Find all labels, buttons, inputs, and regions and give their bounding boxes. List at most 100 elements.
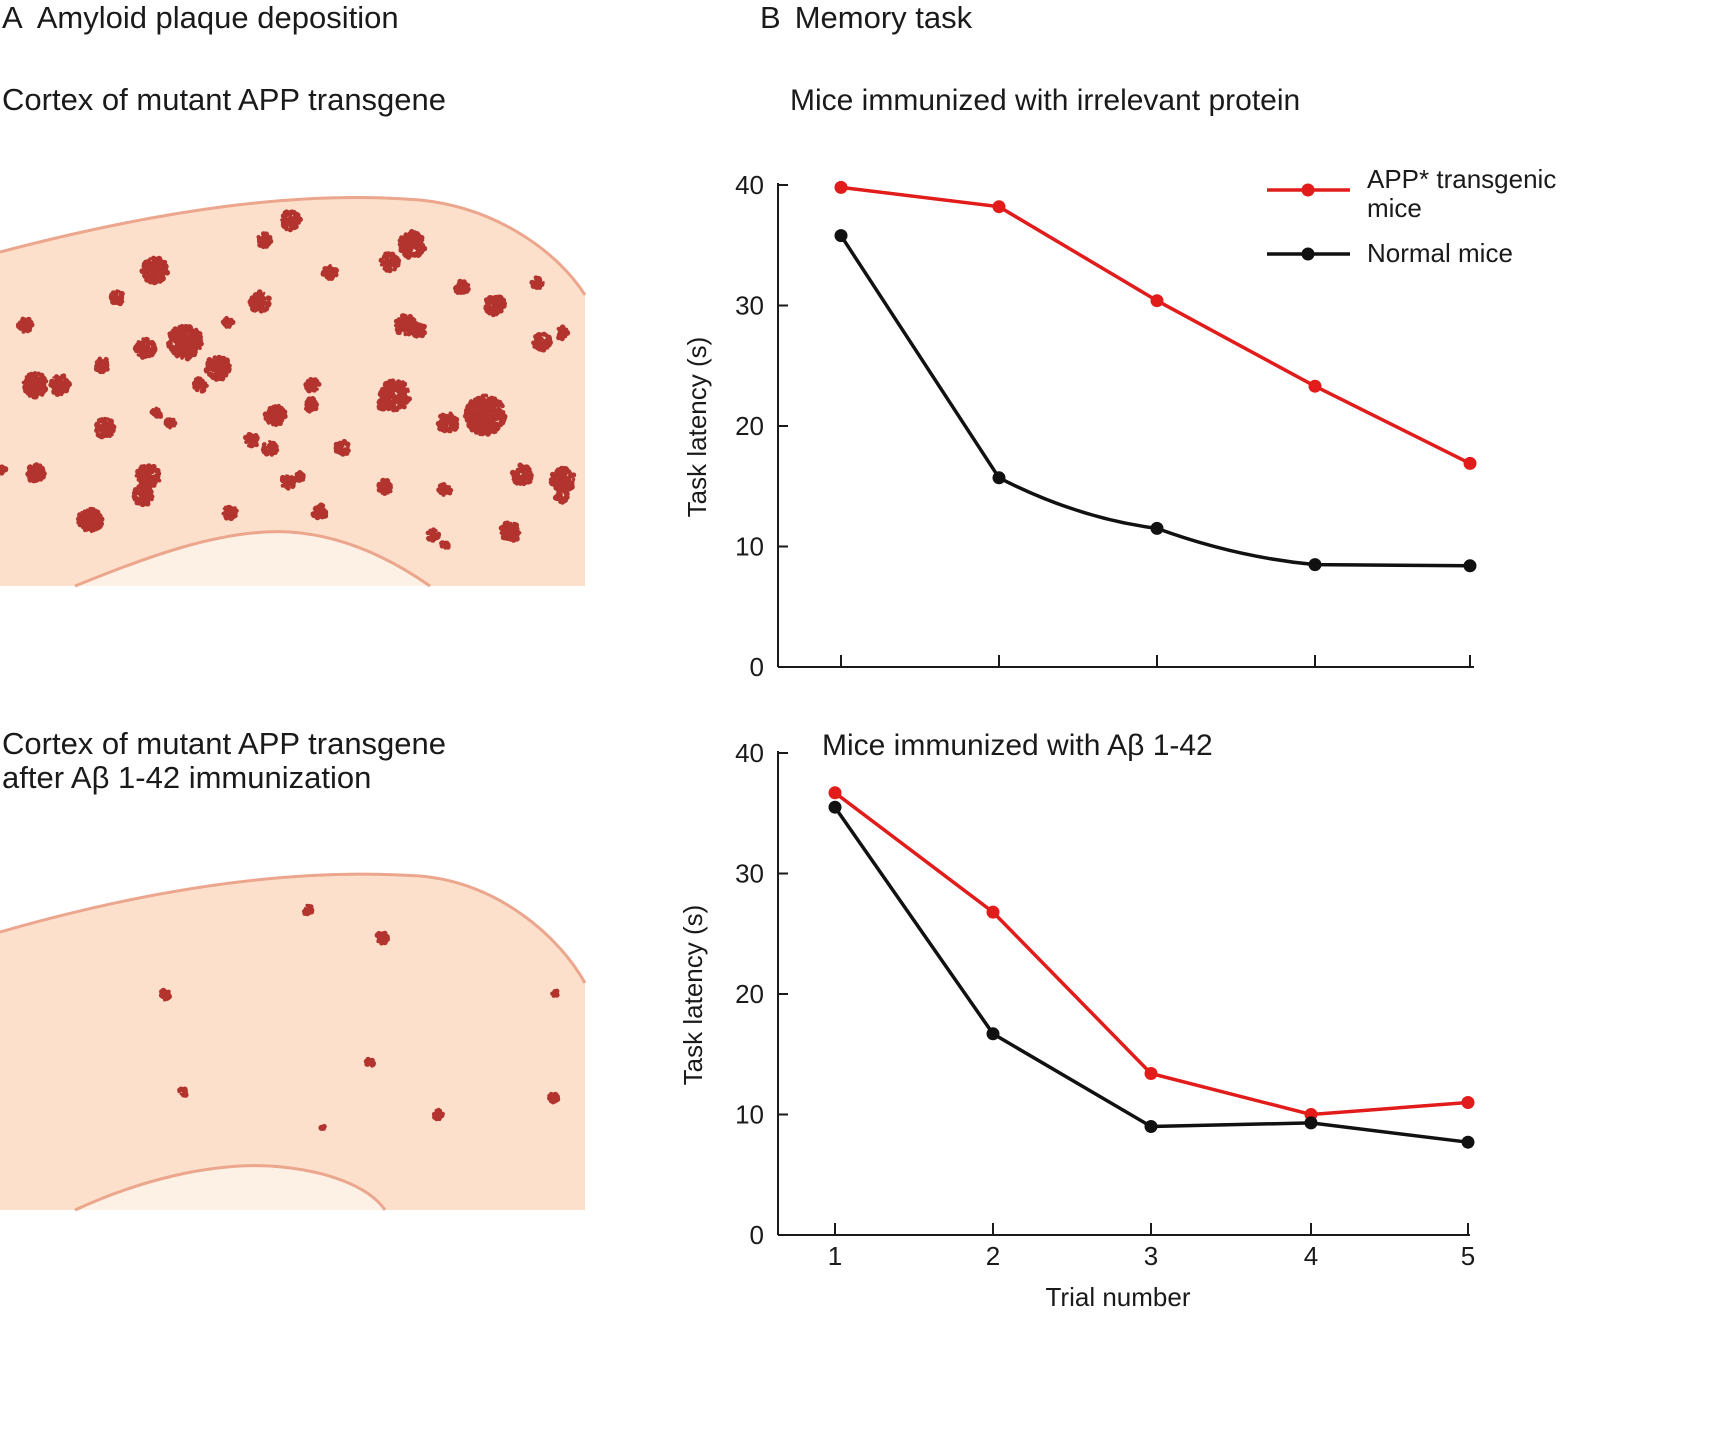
- x-tick-label: 2: [986, 1241, 1000, 1271]
- plaque-dot: [265, 235, 270, 240]
- plaque-dot: [21, 329, 26, 334]
- plaque-dot: [399, 243, 406, 250]
- data-point: [828, 800, 842, 814]
- plaque-dot: [486, 298, 491, 303]
- plaque-dot: [160, 272, 165, 277]
- y-tick-label: 40: [735, 738, 764, 768]
- plaque-dot: [141, 337, 148, 343]
- plaque-dot: [487, 310, 492, 316]
- plaque-dot: [183, 342, 188, 347]
- plaque-dot: [282, 212, 288, 218]
- plaque-dot: [189, 336, 195, 342]
- plaque-dot: [158, 265, 162, 269]
- chart-title: Mice immunized with Aβ 1-42: [822, 729, 1213, 762]
- plaque-dot: [381, 259, 387, 265]
- plaque-dot: [382, 267, 387, 271]
- plaque-dot: [110, 297, 117, 303]
- cortex-outer-edge: [0, 195, 587, 296]
- y-axis-label: Task latency (s): [678, 905, 708, 1086]
- plaque-dot: [18, 322, 24, 328]
- plaque-dot: [148, 261, 155, 267]
- plaque-dot: [498, 308, 504, 314]
- plaque-dot: [169, 335, 175, 341]
- plaque-dot: [97, 369, 101, 372]
- plaque-dot: [263, 305, 270, 311]
- plaque-dot: [250, 306, 257, 313]
- plaque-dot: [204, 383, 209, 388]
- plaque-dot: [410, 322, 416, 329]
- plaque-dot: [111, 301, 116, 306]
- white-matter-edge: [74, 530, 431, 588]
- plaque-dot: [195, 339, 199, 343]
- plaque-dot: [188, 330, 193, 335]
- plaque-dot: [147, 273, 154, 279]
- plaque-dot: [288, 213, 293, 218]
- plaque-dot: [121, 292, 125, 295]
- plaque-dot: [459, 281, 463, 284]
- plaque-dot: [453, 289, 458, 294]
- plaque-dot: [500, 300, 503, 303]
- plaque-dot: [325, 274, 331, 280]
- plaque-dot: [180, 332, 187, 339]
- plaque-dot: [143, 356, 147, 359]
- plaque-dot: [153, 267, 158, 273]
- data-point: [986, 1027, 1000, 1041]
- plaque-dot: [419, 332, 425, 339]
- plaque-dot: [329, 266, 336, 273]
- legend-marker-app: [1301, 183, 1315, 197]
- plaque-dot: [191, 354, 194, 358]
- plaque-dot: [495, 301, 500, 306]
- plaque-dot: [52, 390, 56, 393]
- panel-a-bottom-caption-2: after Aβ 1-42 immunization: [2, 760, 372, 795]
- panel-a-top-caption: Cortex of mutant APP transgene: [2, 82, 447, 117]
- data-point: [1461, 1096, 1475, 1109]
- plaque-dot: [254, 292, 261, 299]
- plaque-dot: [258, 308, 264, 314]
- plaque-dot: [157, 278, 163, 284]
- plaque-dot: [34, 391, 40, 397]
- plaque-dot: [410, 328, 414, 332]
- data-point: [1308, 558, 1322, 572]
- data-point: [1144, 1120, 1158, 1133]
- plaque-dot: [402, 314, 407, 320]
- plaque-dot: [33, 386, 39, 392]
- plaque-dot: [160, 262, 164, 267]
- plaque-dot: [158, 259, 164, 264]
- plaque-dot: [164, 263, 169, 268]
- legend-label-normal: Normal mice: [1367, 238, 1513, 268]
- plaque-dot: [262, 292, 265, 296]
- plaque-dot: [291, 215, 297, 221]
- series-line: [840, 185, 1471, 465]
- plaque-dot: [456, 286, 461, 290]
- plaque-dot: [153, 279, 158, 284]
- plaque-dot: [166, 341, 171, 346]
- plaque-dot: [499, 295, 504, 301]
- plaque-dot: [207, 361, 212, 366]
- plaque-dot: [162, 277, 165, 281]
- plaque-dot: [213, 372, 217, 375]
- plaque-dot: [53, 386, 57, 390]
- y-tick-label: 10: [735, 1100, 764, 1130]
- plaque-dot: [422, 330, 426, 333]
- plaque-dot: [403, 330, 407, 334]
- data-point: [1463, 456, 1477, 470]
- plaque-dot: [217, 370, 222, 375]
- plaque-dot: [104, 363, 110, 369]
- plaque-dot: [405, 250, 411, 256]
- plaque-dot: [396, 258, 402, 263]
- data-point: [1461, 1135, 1475, 1149]
- plaque-dot: [23, 322, 29, 329]
- plaque-dot: [56, 381, 62, 387]
- plaque-dot: [261, 295, 266, 301]
- plaque-dot: [31, 373, 34, 376]
- plaque-dot: [461, 287, 467, 292]
- plaque-dot: [162, 260, 168, 265]
- plaque-dot: [161, 269, 165, 273]
- plaque-dot: [27, 320, 34, 327]
- plaque-dot: [222, 373, 226, 377]
- plaque-dot: [258, 303, 261, 306]
- y-axis-label: Task latency (s): [682, 337, 712, 518]
- plaque-dot: [177, 331, 181, 335]
- plaque-dot: [416, 253, 421, 258]
- data-point: [1304, 1116, 1318, 1130]
